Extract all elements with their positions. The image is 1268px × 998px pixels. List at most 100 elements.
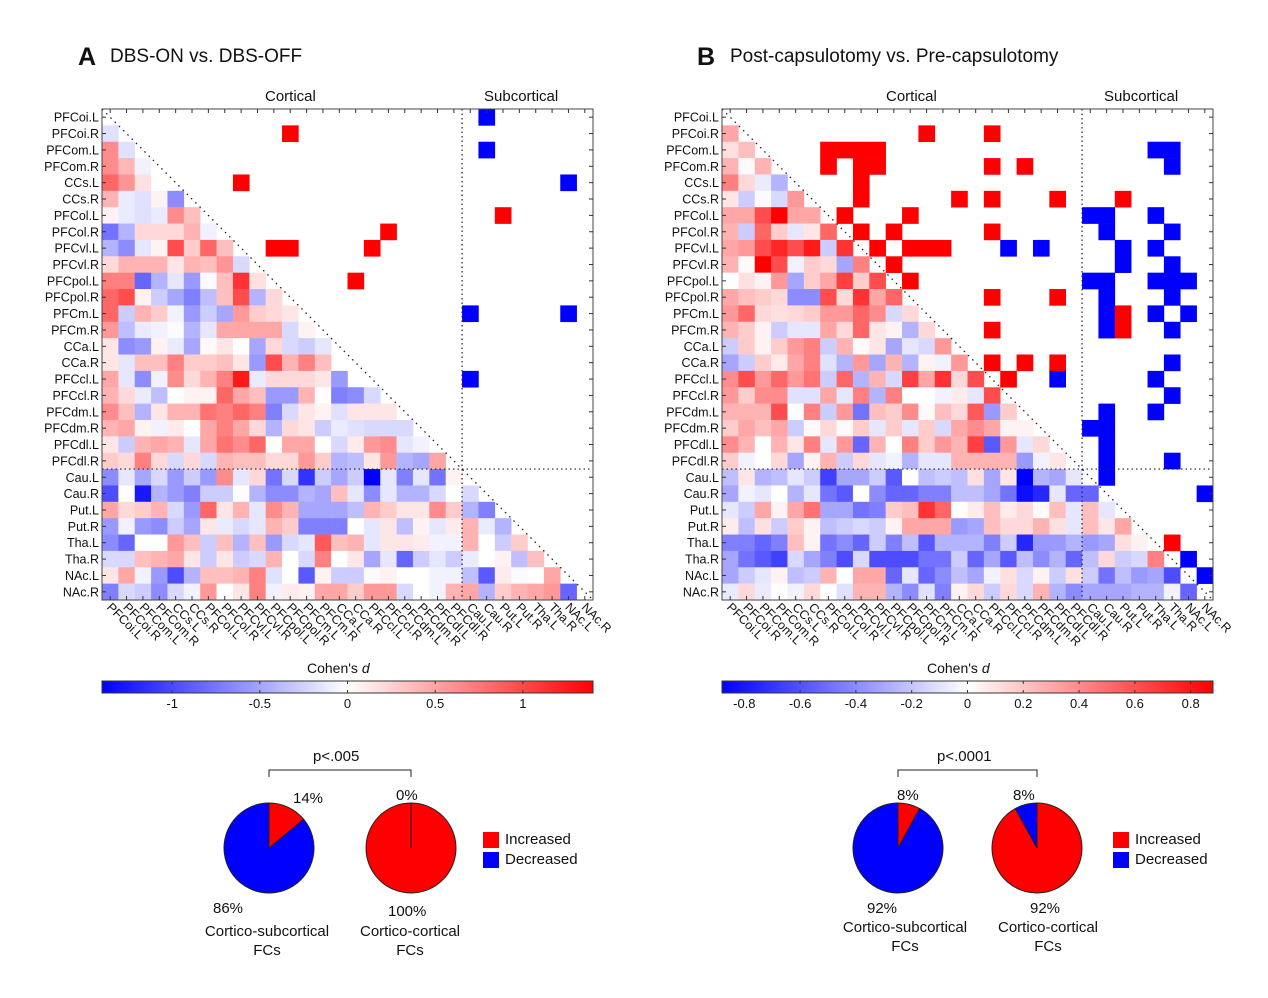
heatmap-cell — [771, 370, 788, 388]
panel-a-colorbar-title: Cohen's d — [307, 660, 370, 676]
heatmap-cell — [183, 550, 201, 568]
heatmap-cell — [1147, 583, 1165, 601]
heatmap-cell — [200, 518, 217, 535]
significant-cell — [918, 239, 936, 257]
heatmap-cell — [967, 452, 985, 470]
heatmap-cell — [771, 256, 788, 273]
y-tick-label: PFCoi.R — [52, 127, 99, 141]
heatmap-cell — [754, 387, 772, 404]
heatmap-cell — [787, 387, 805, 404]
heatmap-cell — [298, 370, 316, 388]
heatmap-cell — [885, 452, 903, 470]
heatmap-cell — [1114, 567, 1132, 584]
heatmap-cell — [232, 256, 250, 273]
y-tick-label: PFCdm.R — [664, 422, 719, 436]
heatmap-cell — [918, 354, 936, 372]
heatmap-cell — [232, 354, 250, 372]
heatmap-cell — [494, 550, 512, 568]
heatmap-cell — [265, 387, 283, 404]
significant-cell — [869, 141, 886, 159]
heatmap-cell — [412, 501, 430, 519]
heatmap-cell — [754, 190, 772, 208]
heatmap-cell — [1032, 469, 1050, 486]
heatmap-cell — [902, 550, 919, 568]
significant-cell — [1000, 239, 1017, 257]
significant-cell — [1147, 403, 1165, 421]
heatmap-cell — [134, 436, 152, 453]
heatmap-cell — [902, 567, 919, 584]
heatmap-cell — [282, 452, 299, 470]
heatmap-cell — [722, 125, 739, 143]
heatmap-cell — [118, 321, 136, 339]
increased-swatch — [1113, 831, 1129, 848]
heatmap-cell — [216, 354, 234, 372]
heatmap-cell — [511, 583, 528, 601]
heatmap-cell — [754, 207, 772, 224]
heatmap-cell — [560, 583, 577, 601]
significant-cell — [869, 239, 886, 257]
y-tick-label: PFCcl.L — [55, 373, 100, 387]
heatmap-cell — [134, 550, 152, 568]
significant-cell — [1180, 272, 1197, 290]
heatmap-cell — [265, 370, 283, 388]
heatmap-cell — [1049, 501, 1066, 519]
heatmap-cell — [967, 436, 985, 453]
significant-cell — [983, 321, 1001, 339]
heatmap-cell — [363, 403, 381, 421]
heatmap-cell — [787, 469, 805, 486]
heatmap-cell — [738, 158, 756, 175]
heatmap-cell — [167, 272, 185, 290]
heatmap-cell — [232, 485, 250, 503]
heatmap-cell — [754, 518, 772, 535]
heatmap-cell — [151, 354, 168, 372]
heatmap-cell — [722, 387, 739, 404]
heatmap-cell — [380, 419, 397, 437]
heatmap-cell — [118, 239, 136, 257]
heatmap-cell — [134, 289, 152, 306]
heatmap-cell — [918, 452, 936, 470]
heatmap-cell — [1000, 567, 1017, 584]
heatmap-cell — [1147, 567, 1165, 584]
heatmap-cell — [951, 387, 968, 404]
heatmap-cell — [787, 501, 805, 519]
heatmap-cell — [1000, 403, 1017, 421]
heatmap-cell — [151, 207, 168, 224]
heatmap-cell — [118, 256, 136, 273]
heatmap-cell — [216, 387, 234, 404]
heatmap-cell — [118, 223, 136, 241]
heatmap-cell — [902, 436, 919, 453]
heatmap-cell — [232, 387, 250, 404]
heatmap-cell — [265, 518, 283, 535]
heatmap-cell — [118, 141, 136, 159]
heatmap-cell — [331, 550, 348, 568]
heatmap-cell — [167, 567, 185, 584]
heatmap-cell — [820, 256, 837, 273]
heatmap-cell — [331, 485, 348, 503]
heatmap-cell — [445, 567, 463, 584]
heatmap-cell — [118, 190, 136, 208]
heatmap-cell — [771, 387, 788, 404]
heatmap-cell — [249, 518, 266, 535]
heatmap-cell — [167, 534, 185, 552]
heatmap-cell — [852, 452, 870, 470]
heatmap-cell — [445, 518, 463, 535]
y-tick-label: PFCdl.R — [52, 454, 99, 468]
heatmap-cell — [869, 354, 886, 372]
heatmap-cell — [803, 256, 821, 273]
heatmap-cell — [754, 223, 772, 241]
heatmap-cell — [134, 354, 152, 372]
heatmap-cell — [167, 403, 185, 421]
heatmap-cell — [478, 567, 496, 584]
heatmap-cell — [200, 354, 217, 372]
heatmap-cell — [265, 550, 283, 568]
heatmap-cell — [347, 485, 365, 503]
significant-cell — [1163, 354, 1181, 372]
heatmap-cell — [869, 452, 886, 470]
heatmap-cell — [102, 338, 119, 355]
heatmap-cell — [331, 387, 348, 404]
heatmap-cell — [771, 289, 788, 306]
heatmap-cell — [1065, 583, 1083, 601]
heatmap-cell — [771, 207, 788, 224]
heatmap-cell — [134, 501, 152, 519]
